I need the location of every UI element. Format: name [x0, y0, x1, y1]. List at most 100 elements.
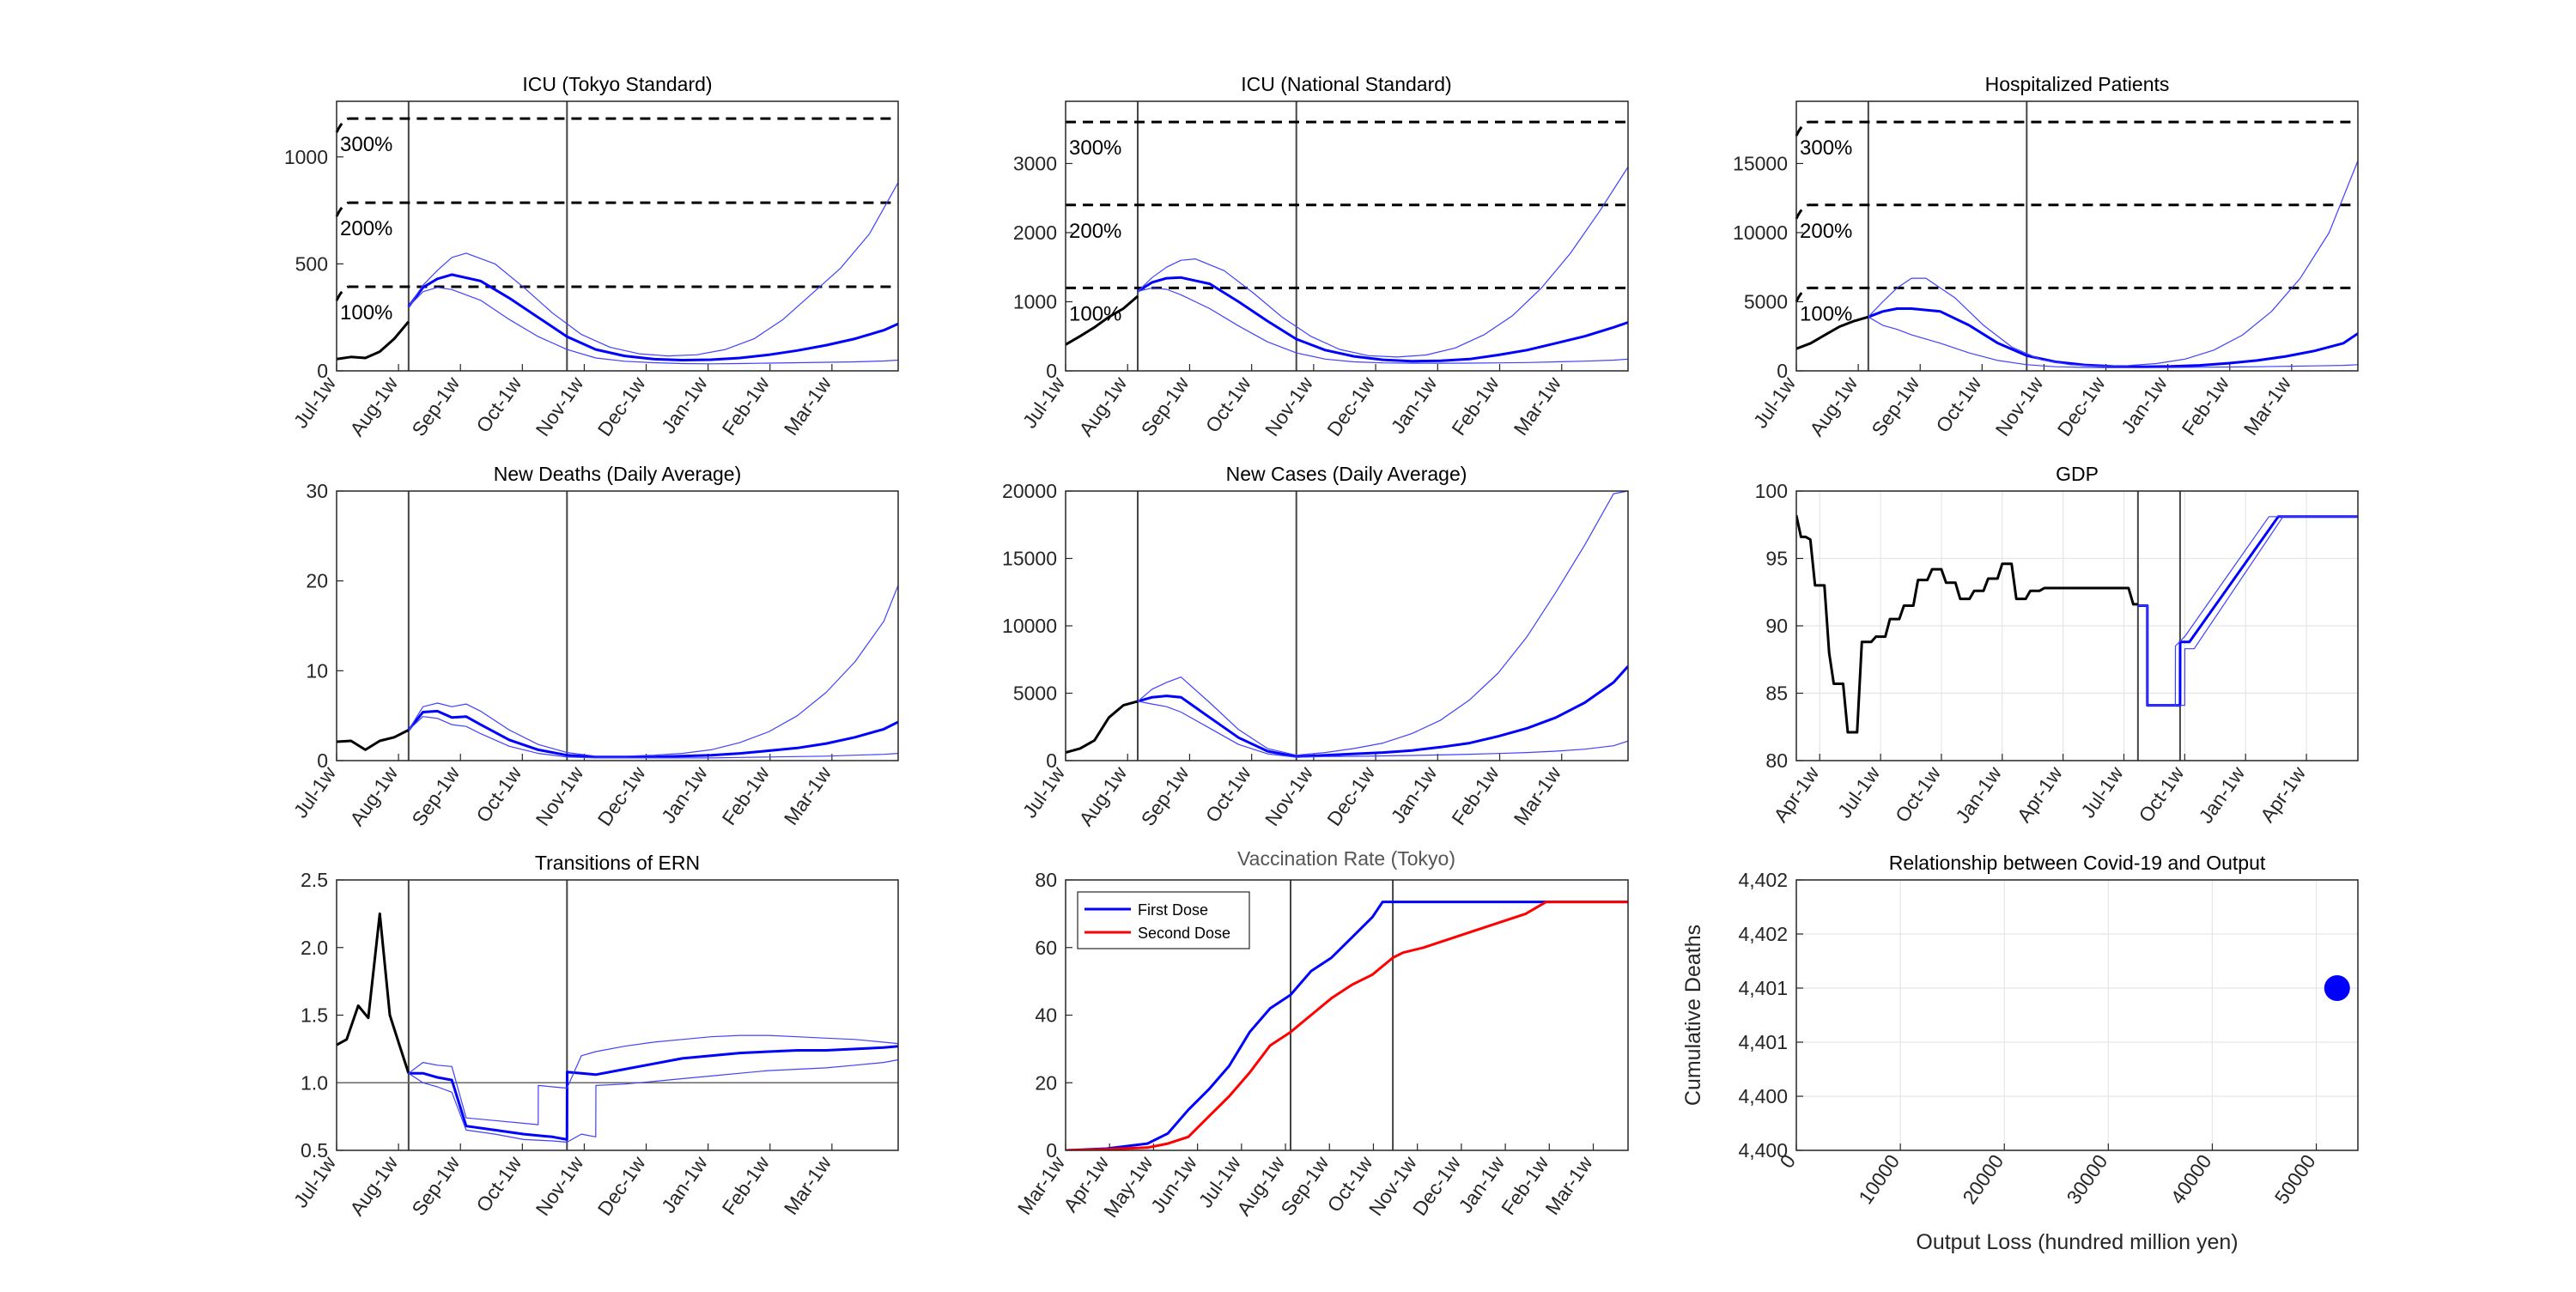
series-lower: [2137, 516, 2358, 707]
x-axis-label: Output Loss (hundred million yen): [1916, 1230, 2238, 1254]
x-tick-label: Sep-1w: [407, 762, 464, 830]
y-tick-label: 95: [1765, 548, 1788, 570]
plot-area: [1796, 101, 2358, 371]
x-tick-label: Nov-1w: [532, 373, 588, 440]
series-second-dose: [1066, 901, 1628, 1150]
series-first-dose: [1066, 901, 1628, 1150]
x-tick-label: Mar-1w: [2239, 373, 2295, 440]
legend-label: First Dose: [1138, 901, 1208, 919]
capacity-label: 200%: [1800, 220, 1852, 243]
y-tick-label: 3000: [1013, 152, 1057, 174]
series-central: [1137, 665, 1628, 758]
plot-area: [337, 101, 898, 371]
x-tick-label: Jan-1w: [2194, 762, 2249, 828]
x-tick-label: Jul-1w: [289, 762, 341, 822]
panel-title: GDP: [2056, 463, 2099, 485]
panel-title: ICU (Tokyo Standard): [522, 73, 712, 95]
x-tick-label: Jun-1w: [1146, 1152, 1201, 1217]
y-tick-label: 0: [317, 749, 328, 772]
capacity-line-ramp: [1795, 286, 1809, 303]
x-tick-label: Feb-1w: [1447, 762, 1504, 829]
y-tick-label: 4,402: [1738, 869, 1788, 891]
series-history: [1066, 294, 1139, 346]
series-lower: [1137, 287, 1628, 364]
y-tick-label: 4,401: [1738, 977, 1788, 999]
panel-title: Hospitalized Patients: [1985, 73, 2170, 95]
y-tick-label: 5000: [1013, 682, 1057, 705]
series-lower: [408, 287, 898, 365]
y-tick-label: 10: [306, 659, 328, 682]
series-lower: [408, 716, 898, 759]
y-tick-label: 4,401: [1738, 1031, 1788, 1053]
panel-title: New Cases (Daily Average): [1226, 463, 1467, 485]
y-tick-label: 15000: [1002, 548, 1057, 570]
y-tick-label: 15000: [1733, 152, 1788, 174]
data-point: [2324, 975, 2350, 1001]
y-tick-label: 1000: [284, 146, 328, 168]
x-tick-label: Nov-1w: [1261, 762, 1317, 830]
y-tick-label: 100: [1755, 480, 1788, 502]
x-tick-label: Jul-1w: [1833, 762, 1885, 822]
series-history: [1066, 700, 1139, 755]
legend-box: [1077, 891, 1250, 949]
y-tick-label: 2.5: [301, 869, 328, 891]
x-tick-label: Jul-1w: [289, 373, 341, 433]
x-tick-label: Mar-1w: [1510, 762, 1565, 829]
panel-title: ICU (National Standard): [1241, 73, 1451, 95]
y-axis-label: Cumulative Deaths: [1681, 925, 1705, 1106]
panel-title: Relationship between Covid-19 and Output: [1889, 852, 2266, 874]
y-tick-label: 20000: [1002, 480, 1057, 502]
y-tick-label: 0: [1046, 1139, 1057, 1162]
y-tick-label: 0: [1777, 360, 1788, 382]
panel-title: Transitions of ERN: [535, 852, 700, 874]
axes-frame: [336, 490, 899, 761]
x-tick-label: Dec-1w: [1322, 373, 1379, 440]
capacity-label: 100%: [1800, 302, 1852, 325]
x-tick-label: 10000: [1854, 1150, 1904, 1208]
y-tick-label: 0: [1046, 749, 1057, 772]
x-tick-label: Feb-1w: [2178, 373, 2234, 440]
series-central: [1137, 276, 1628, 363]
x-tick-label: Jan-1w: [657, 373, 712, 438]
y-tick-label: 5000: [1744, 290, 1788, 312]
x-tick-label: Sep-1w: [1137, 762, 1194, 830]
x-tick-label: Oct-1w: [471, 762, 526, 827]
series-lower: [408, 1058, 898, 1143]
series-history: [1796, 514, 2138, 734]
series-history: [337, 729, 410, 751]
x-tick-label: 20000: [1958, 1150, 2008, 1208]
x-tick-label: Sep-1w: [1867, 373, 1923, 440]
capacity-label: 200%: [1069, 220, 1121, 243]
panel-title: Vaccination Rate (Tokyo): [1237, 847, 1455, 870]
x-tick-label: Nov-1w: [1991, 373, 2048, 440]
x-tick-label: Mar-1w: [1540, 1152, 1596, 1219]
x-tick-label: Dec-1w: [2053, 373, 2110, 440]
plot-area: [1796, 880, 2358, 1150]
x-tick-label: Feb-1w: [1447, 373, 1504, 440]
capacity-label: 300%: [1069, 136, 1121, 160]
x-tick-label: Jan-1w: [657, 1152, 712, 1217]
y-tick-label: 0.5: [301, 1139, 328, 1162]
capacity-line-ramp: [335, 201, 349, 217]
y-tick-label: 0: [317, 360, 328, 382]
series-upper: [1137, 491, 1628, 756]
capacity-label: 300%: [1800, 136, 1852, 160]
y-tick-label: 30: [306, 480, 328, 502]
x-tick-label: Jul-1w: [1749, 373, 1801, 433]
x-tick-label: Sep-1w: [1137, 373, 1194, 440]
panel-icu-tokyo: ICU (Tokyo Standard) 0 500 1000 Jul-1w Aug-1…: [284, 73, 899, 440]
x-tick-label: Oct-1w: [2134, 762, 2188, 827]
y-tick-label: 85: [1765, 682, 1788, 705]
x-tick-label: Aug-1w: [1074, 373, 1131, 440]
y-tick-label: 90: [1765, 615, 1788, 637]
panel-covid-output: Relationship between Covid-19 and Output…: [1681, 852, 2359, 1254]
y-tick-label: 0: [1046, 360, 1057, 382]
x-tick-label: Dec-1w: [593, 1152, 650, 1220]
y-tick-label: 500: [295, 252, 328, 275]
capacity-line-ramp: [335, 285, 349, 301]
y-tick-label: 40: [1035, 1004, 1057, 1027]
x-tick-label: Mar-1w: [1013, 1152, 1069, 1219]
y-tick-label: 10000: [1733, 221, 1788, 244]
x-tick-label: Nov-1w: [532, 762, 588, 830]
